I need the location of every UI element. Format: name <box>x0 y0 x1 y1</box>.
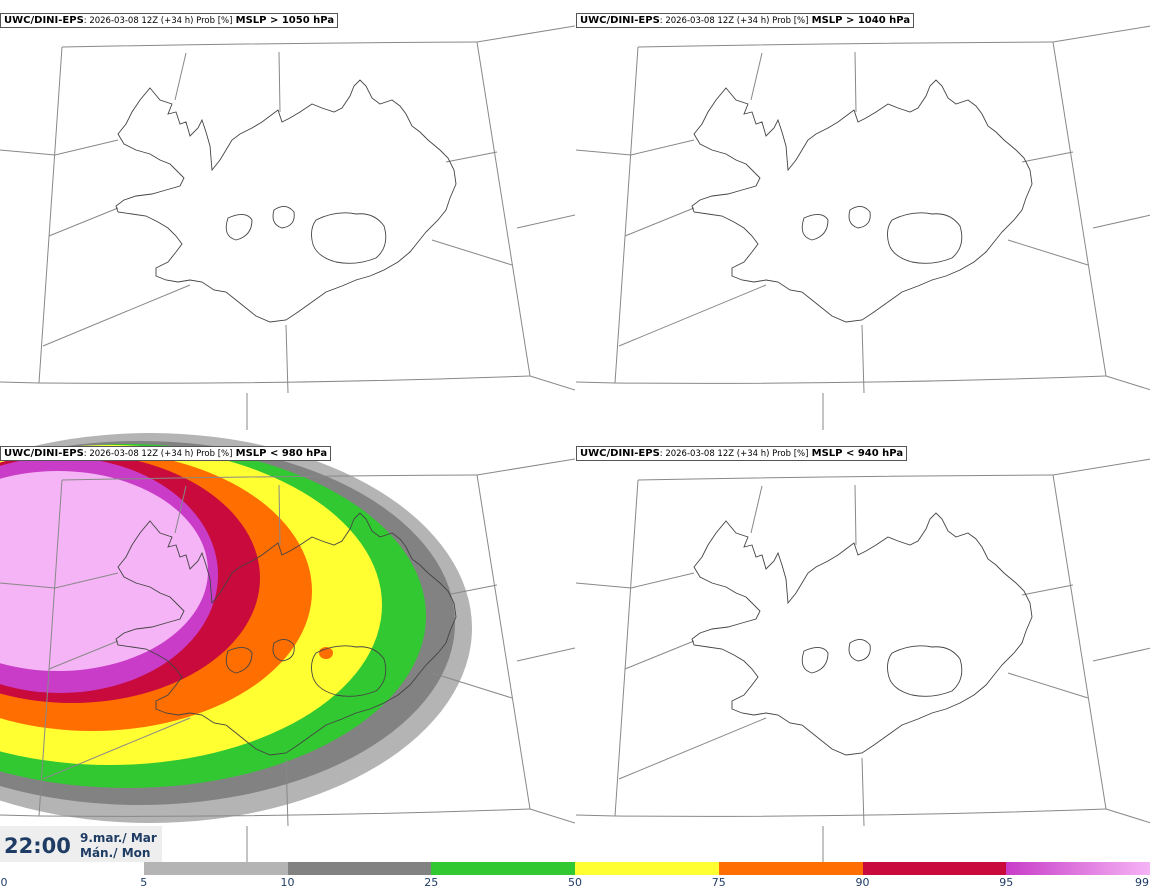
colorbar-tick-label: 0 <box>0 876 8 889</box>
colorbar-segment <box>862 862 1007 875</box>
panel-title: UWC/DINI-EPS: 2026-03-08 12Z (+34 h) Pro… <box>576 446 908 461</box>
colorbar-segment <box>575 862 719 875</box>
map-canvas <box>0 25 575 430</box>
run-meta: : 2026-03-08 12Z (+34 h) Prob [%] <box>83 449 233 459</box>
map-panel-mslp-lt-940: UWC/DINI-EPS: 2026-03-08 12Z (+34 h) Pro… <box>576 433 1150 863</box>
colorbar-tick-label: 25 <box>424 876 439 889</box>
model-name: UWC/DINI-EPS <box>580 15 660 26</box>
valid-time-clock: 22:00 <box>4 834 71 858</box>
run-meta: : 2026-03-08 12Z (+34 h) Prob [%] <box>659 449 809 459</box>
colorbar-tick-label: 75 <box>711 876 726 889</box>
model-name: UWC/DINI-EPS <box>4 448 84 459</box>
valid-date-line1: 9.mar./ Mar <box>80 831 157 845</box>
colorbar-tick-label: 10 <box>280 876 295 889</box>
parameter-label: MSLP < 980 hPa <box>235 448 328 459</box>
map-canvas <box>576 458 1150 863</box>
model-name: UWC/DINI-EPS <box>580 448 660 459</box>
colorbar-segment <box>718 862 863 875</box>
valid-time-box: 22:00 9.mar./ Mar Mán./ Mon <box>0 826 162 862</box>
panel-title: UWC/DINI-EPS: 2026-03-08 12Z (+34 h) Pro… <box>576 13 915 28</box>
parameter-label: MSLP < 940 hPa <box>811 448 904 459</box>
colorbar-tick-label: 5 <box>140 876 148 889</box>
run-meta: : 2026-03-08 12Z (+34 h) Prob [%] <box>659 16 809 26</box>
run-meta: : 2026-03-08 12Z (+34 h) Prob [%] <box>83 16 233 26</box>
map-canvas <box>576 25 1150 430</box>
colorbar-segment <box>1006 862 1150 875</box>
parameter-label: MSLP > 1050 hPa <box>235 15 335 26</box>
map-panel-mslp-gt-1040: UWC/DINI-EPS: 2026-03-08 12Z (+34 h) Pro… <box>576 0 1150 430</box>
colorbar-segment <box>287 862 432 875</box>
probability-field <box>0 433 472 823</box>
panel-title: UWC/DINI-EPS: 2026-03-08 12Z (+34 h) Pro… <box>0 446 332 461</box>
colorbar-tick-label: 90 <box>855 876 870 889</box>
colorbar-segment <box>431 862 575 875</box>
valid-date-line2: Mán./ Mon <box>80 846 151 860</box>
model-name: UWC/DINI-EPS <box>4 15 84 26</box>
colorbar-tick-label: 95 <box>999 876 1014 889</box>
colorbar-segment <box>143 862 288 875</box>
colorbar-tick-label: 99 <box>1135 876 1149 889</box>
map-panel-mslp-lt-980: UWC/DINI-EPS: 2026-03-08 12Z (+34 h) Pro… <box>0 433 575 863</box>
probability-colorbar: 0 5 10 25 50 75 90 95 99 <box>0 862 1150 891</box>
parameter-label: MSLP > 1040 hPa <box>811 15 911 26</box>
colorbar-tick-label: 50 <box>568 876 582 889</box>
map-canvas <box>0 433 575 863</box>
map-panel-mslp-gt-1050: UWC/DINI-EPS: 2026-03-08 12Z (+34 h) Pro… <box>0 0 575 430</box>
colorbar-segment <box>0 862 144 875</box>
panel-title: UWC/DINI-EPS: 2026-03-08 12Z (+34 h) Pro… <box>0 13 339 28</box>
